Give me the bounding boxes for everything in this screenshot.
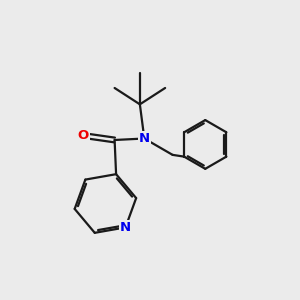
Text: O: O xyxy=(78,129,89,142)
Text: N: N xyxy=(139,132,150,145)
Text: N: N xyxy=(120,221,131,234)
